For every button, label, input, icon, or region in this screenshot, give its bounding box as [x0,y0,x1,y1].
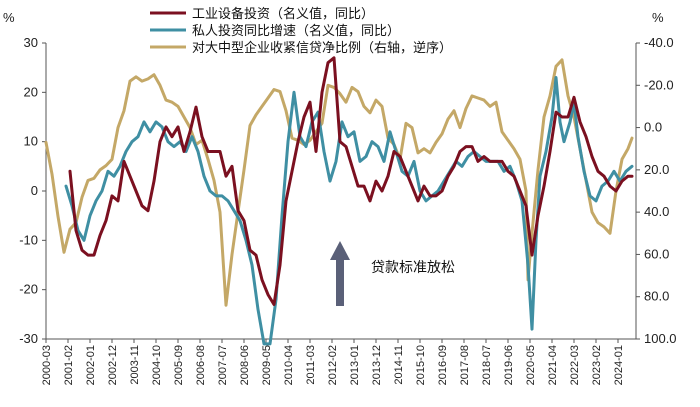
axes-group: 30 20 10 0 -10 -20 -30 -40.0 -20.0 0.0 20.0 40.0 60.… [19,35,676,385]
series-line-0 [68,56,634,306]
annotation-group: 贷款标准放松 [330,241,455,306]
x-tick-label: 2003-11 [129,345,141,385]
legend-label: 工业设备投资（名义值，同比） [192,6,374,21]
right-tick-label: 80.0 [644,289,669,304]
x-tick-label: 2006-08 [195,345,207,385]
x-tick-label: 2004-10 [151,345,163,385]
x-tick-label: 2000-03 [41,345,53,385]
left-tick-label: 0 [31,183,38,198]
x-tick-label: 2020-05 [525,345,537,385]
x-tick-label: 2013-12 [371,345,383,385]
left-tick-label: -30 [19,331,38,346]
x-tick-label: 2005-09 [173,345,185,385]
x-tick-label: 2016-09 [437,345,449,385]
right-tick-label: -20.0 [644,77,674,92]
annotation-arrow-shaft [336,258,344,306]
series-line-2 [44,58,634,307]
x-tick-label: 2015-10 [415,345,427,385]
left-tick-label: -20 [19,282,38,297]
right-tick-label: 100.0 [644,331,677,346]
x-tick-label: 2001-02 [63,345,75,385]
x-tick-label: 2002-12 [107,345,119,385]
annotation-arrow-head [330,241,350,260]
x-tick-label: 2017-08 [459,345,471,385]
legend-label: 私人投资同比增速（名义值，同比） [192,23,400,38]
legend: 工业设备投资（名义值，同比） 私人投资同比增速（名义值，同比） 对大中型企业收紧信贷… [150,6,452,55]
x-tick-label: 2021-04 [547,345,559,385]
x-tick-label: 2014-11 [393,345,405,385]
x-tick-label: 2013-01 [349,345,361,385]
annotation-text: 贷款标准放松 [371,259,455,275]
x-tick-label: 2018-07 [481,345,493,385]
x-tick-label: 2024-01 [613,345,625,385]
x-tick-label: 2023-02 [591,345,603,385]
left-tick-label: 20 [24,84,38,99]
series-group [44,56,634,346]
x-tick-label: 2009-05 [261,345,273,385]
series-line-1 [64,76,634,346]
x-tick-label: 2008-06 [239,345,251,385]
x-tick-label: 2011-03 [305,345,317,385]
x-tick-label: 2019-06 [503,345,515,385]
right-tick-label: 60.0 [644,246,669,261]
right-tick-label: -40.0 [644,35,674,50]
right-axis-unit: % [652,10,664,25]
x-tick-label: 2012-02 [327,345,339,385]
x-tick-label: 2007-07 [217,345,229,385]
x-tick-label: 2010-04 [283,345,295,385]
left-tick-label: 30 [24,35,38,50]
right-tick-label: 40.0 [644,204,669,219]
left-tick-label: -10 [19,232,38,247]
left-axis-unit: % [3,10,15,25]
left-tick-label: 10 [24,134,38,149]
x-tick-label: 2002-01 [85,345,97,385]
right-tick-label: 20.0 [644,162,669,177]
x-tick-label: 2022-03 [569,345,581,385]
legend-label: 对大中型企业收紧信贷净比例（右轴，逆序） [192,40,452,55]
right-tick-label: 0.0 [644,120,662,135]
